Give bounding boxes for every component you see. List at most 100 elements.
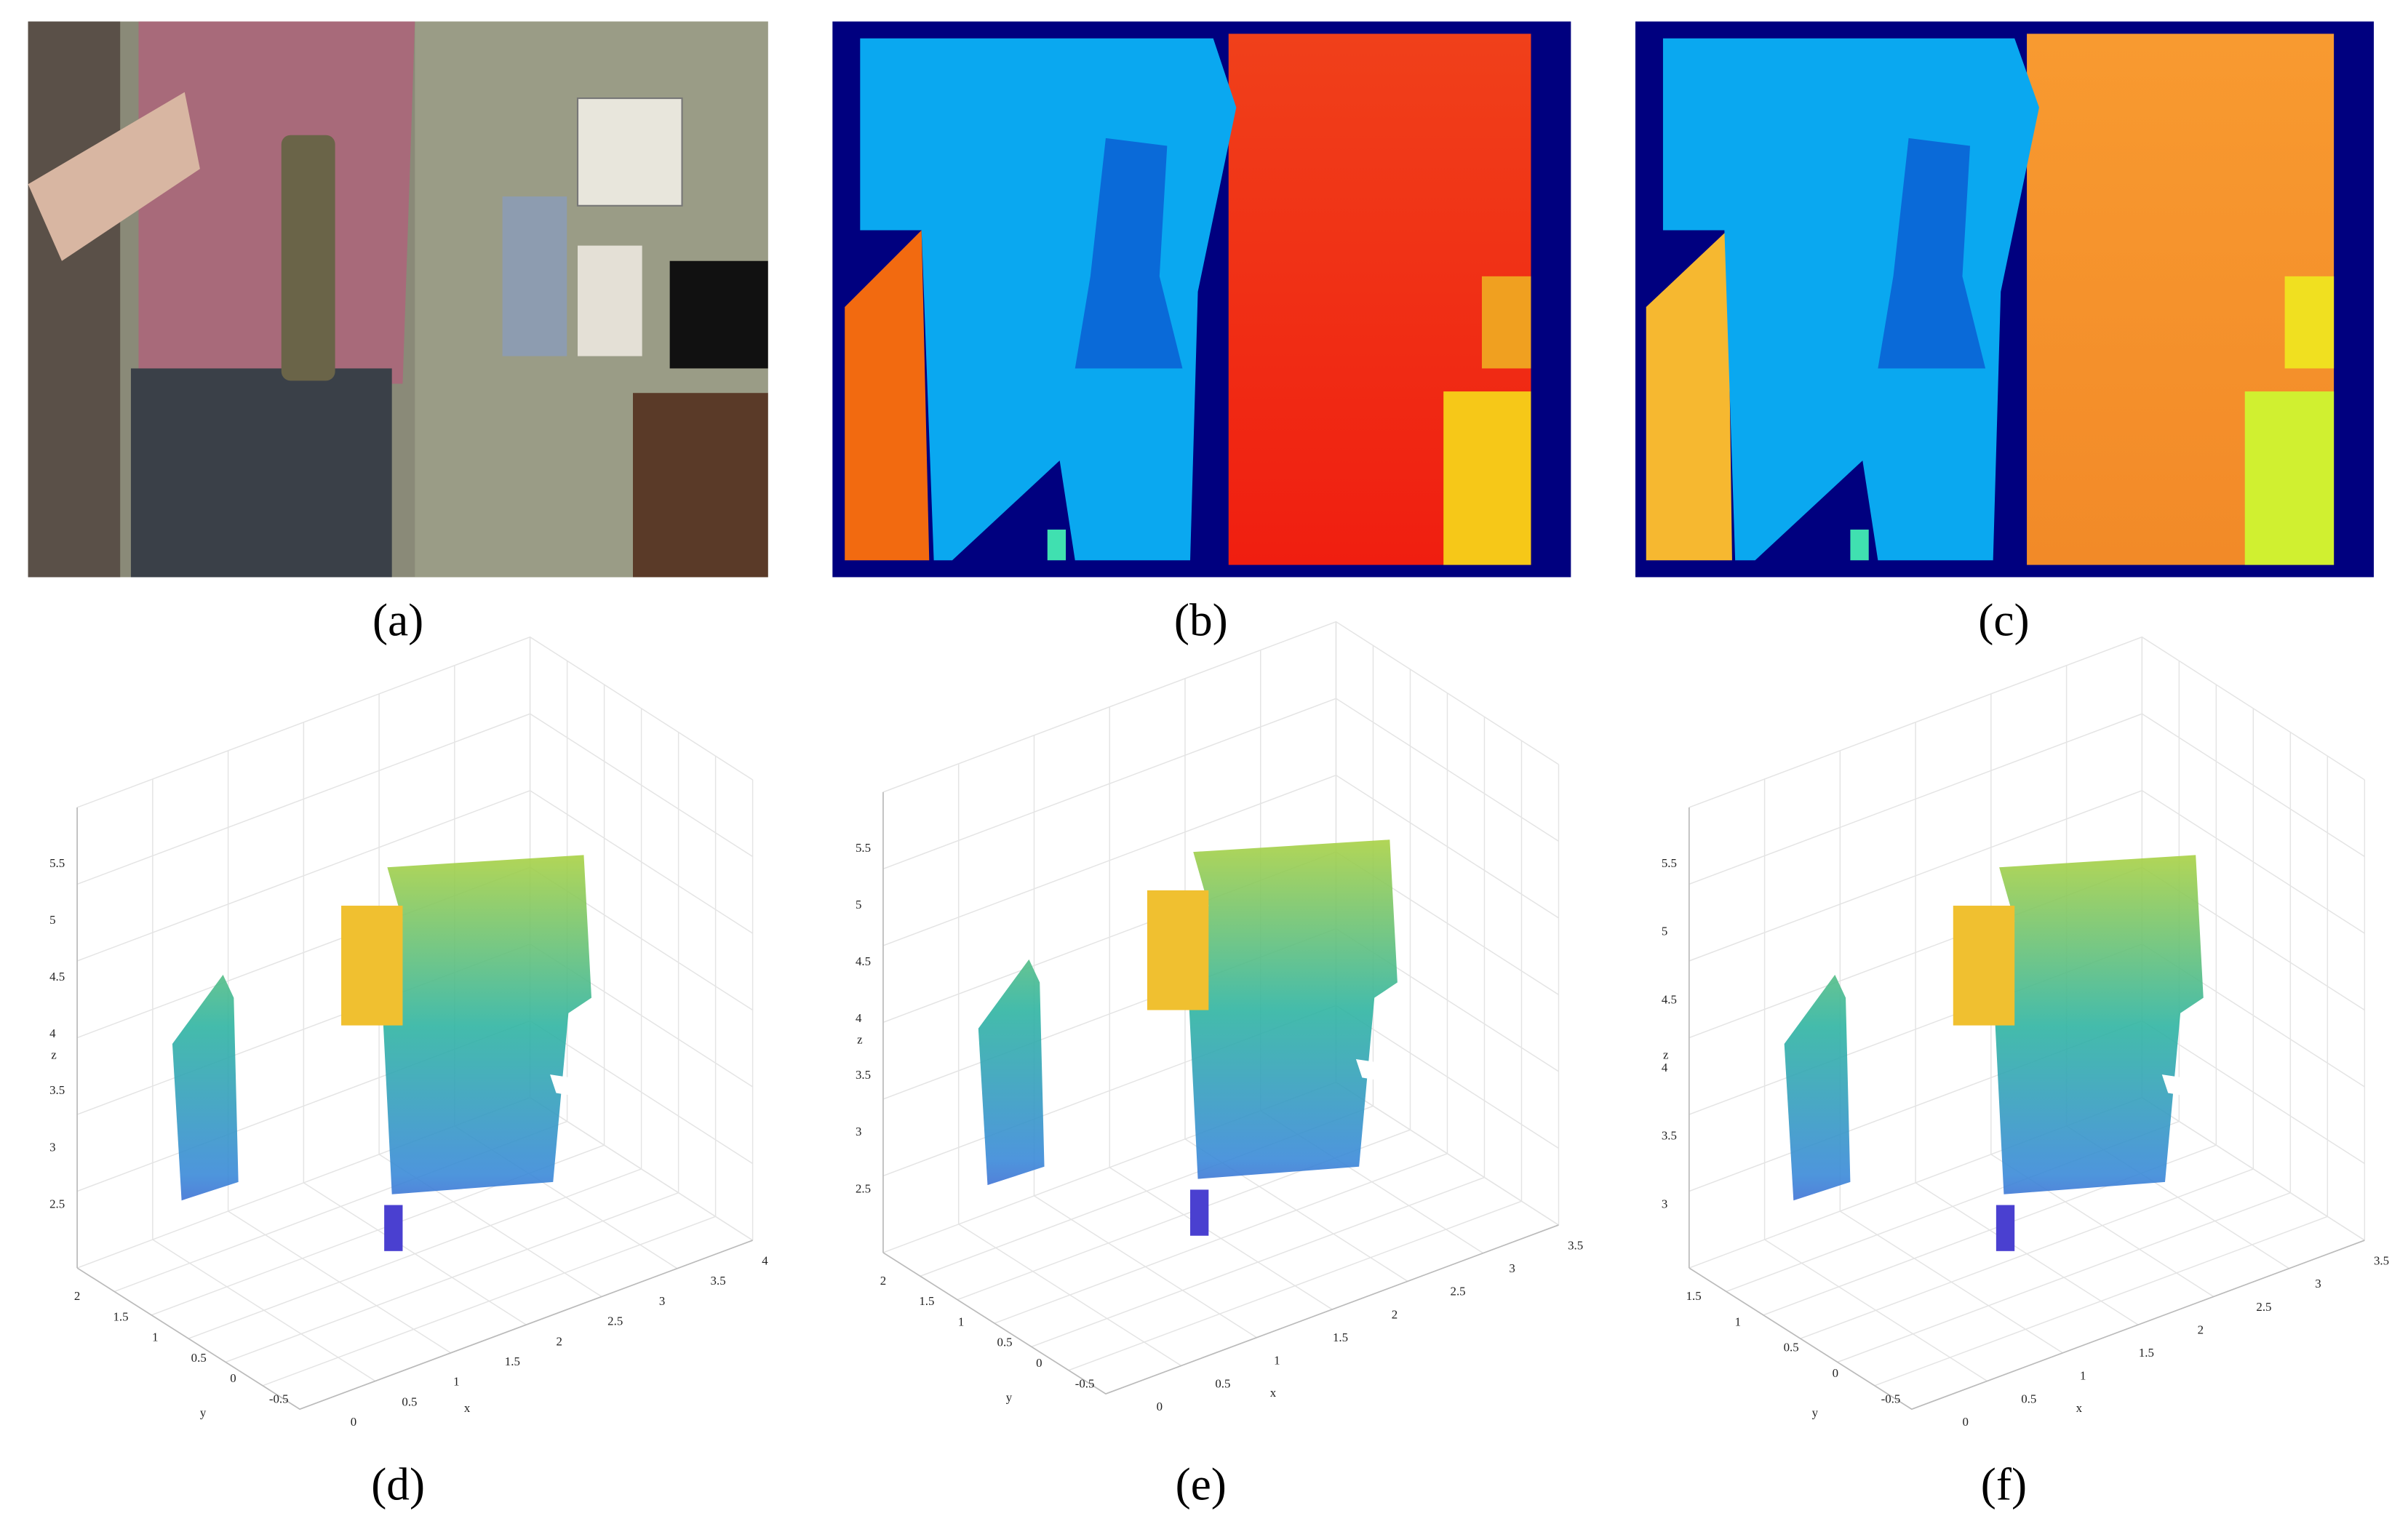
y-tick-label: 2 <box>880 1274 886 1288</box>
point-cloud-plot: 3 3.5 4 4.5 5 5.5 1.5 1 0.5 0 -0.5 0 0.5 1 1.5 2 2.5 3 3.5… <box>1662 636 2389 1429</box>
z-tick-label: 3 <box>49 1140 55 1154</box>
panel-label: (e) <box>1176 1459 1227 1509</box>
z-tick-label: 4.5 <box>856 954 871 968</box>
y-tick-label: 1.5 <box>1686 1289 1702 1303</box>
x-tick-label: 3 <box>1509 1261 1515 1275</box>
x-tick-label: 2.5 <box>1451 1285 1466 1298</box>
panel-label: (d) <box>371 1459 425 1509</box>
y-tick-label: 0 <box>1833 1366 1838 1380</box>
x-tick-label: 0.5 <box>2021 1392 2036 1405</box>
point-cloud <box>341 906 403 1026</box>
z-tick-label: 4 <box>49 1026 56 1040</box>
point-cloud <box>1355 1059 1408 1082</box>
point-cloud <box>384 1205 403 1251</box>
point-cloud-plot: 2.5 3 3.5 4 4.5 5 5.5 2 1.5 1 0.5 0 -0.5 0 0.5 1 1.5 2 2.5… <box>856 621 1583 1413</box>
point-cloud <box>1187 839 1398 1179</box>
point-cloud <box>1784 974 1851 1201</box>
x-tick-label: 2 <box>1392 1307 1398 1321</box>
y-tick-label: 1.5 <box>919 1294 934 1308</box>
point-cloud <box>1996 1205 2015 1251</box>
point-cloud <box>1993 855 2204 1194</box>
z-axis-label: z <box>1663 1048 1669 1062</box>
y-axis-label: y <box>1006 1390 1013 1404</box>
z-tick-label: 3.5 <box>49 1083 65 1097</box>
x-tick-label: 1 <box>2080 1369 2086 1383</box>
x-tick-label: 3.5 <box>1568 1238 1583 1252</box>
x-tick-label: 3.5 <box>711 1274 726 1288</box>
y-tick-label: -0.5 <box>269 1392 289 1405</box>
panel-label: (b) <box>1174 594 1228 645</box>
x-tick-label: 3 <box>659 1294 665 1308</box>
x-tick-label: 3 <box>2315 1277 2321 1290</box>
z-tick-label: 3.5 <box>856 1068 871 1082</box>
z-tick-label: 3.5 <box>1662 1129 1677 1143</box>
z-tick-label: 3 <box>856 1125 861 1138</box>
point-cloud-plot: 2.5 3 3.5 4 4.5 5 5.5 2 1.5 1 0.5 0 -0.5 0 0.5 1 1.5 2 2.5… <box>49 636 768 1429</box>
axis-box <box>1688 807 2365 1411</box>
z-tick-label: 4 <box>856 1011 862 1025</box>
x-tick-label: 1 <box>1274 1354 1280 1368</box>
y-tick-label: -0.5 <box>1881 1392 1901 1405</box>
x-tick-label: 1.5 <box>505 1355 520 1368</box>
point-cloud <box>2161 1074 2214 1098</box>
x-tick-label: 2.5 <box>2256 1300 2271 1314</box>
axis-box <box>882 791 1559 1395</box>
z-tick-label: 5.5 <box>1662 856 1677 870</box>
x-tick-label: 1 <box>453 1375 459 1389</box>
z-axis-label: z <box>51 1048 57 1062</box>
x-tick-label: 2 <box>556 1334 562 1348</box>
x-tick-label: 3.5 <box>2374 1253 2389 1267</box>
y-axis-label: y <box>200 1405 207 1419</box>
y-tick-label: 0.5 <box>1784 1341 1799 1355</box>
y-tick-label: 1 <box>152 1330 158 1344</box>
z-tick-label: 5.5 <box>856 841 871 855</box>
depth-map <box>1635 21 2374 578</box>
y-axis-label: y <box>1812 1405 1819 1419</box>
z-tick-label: 5 <box>49 913 55 927</box>
z-tick-label: 3 <box>1662 1197 1667 1210</box>
z-tick-label: 2.5 <box>856 1181 871 1195</box>
x-tick-label: 1.5 <box>2139 1346 2154 1360</box>
z-tick-label: 2.5 <box>49 1197 65 1210</box>
z-tick-label: 4 <box>1662 1061 1668 1074</box>
point-cloud <box>1147 890 1209 1010</box>
panel-label: (f) <box>1981 1459 2027 1509</box>
y-tick-label: 0 <box>230 1371 236 1385</box>
x-tick-label: 0 <box>1962 1415 1968 1429</box>
grid-line <box>1689 708 2365 1339</box>
panel-label: (a) <box>372 594 423 645</box>
z-axis-label: z <box>857 1033 863 1047</box>
x-tick-label: 0.5 <box>402 1395 417 1408</box>
z-tick-label: 5 <box>1662 925 1667 938</box>
point-cloud <box>380 855 592 1194</box>
z-tick-label: 4.5 <box>1662 992 1677 1006</box>
x-tick-label: 0 <box>1157 1400 1163 1413</box>
x-axis-label: x <box>464 1401 471 1415</box>
z-tick-label: 5.5 <box>49 856 65 870</box>
y-tick-label: 0 <box>1036 1356 1042 1370</box>
point-cloud <box>1953 906 2015 1026</box>
x-tick-label: 2.5 <box>607 1314 623 1328</box>
x-tick-label: 0 <box>351 1415 356 1429</box>
x-tick-label: 0.5 <box>1215 1376 1230 1390</box>
point-cloud <box>1190 1189 1209 1236</box>
z-tick-label: 5 <box>856 898 861 911</box>
z-tick-label: 4.5 <box>49 970 65 984</box>
y-tick-label: 0.5 <box>997 1336 1013 1349</box>
photo <box>28 21 768 578</box>
y-tick-label: 1 <box>958 1314 964 1328</box>
axis-box <box>76 807 753 1411</box>
y-tick-label: 1 <box>1735 1314 1741 1328</box>
x-axis-label: x <box>2076 1401 2083 1415</box>
x-tick-label: 1.5 <box>1333 1330 1348 1344</box>
point-cloud <box>172 974 239 1201</box>
y-tick-label: 2 <box>74 1289 80 1303</box>
y-tick-label: 1.5 <box>113 1309 128 1323</box>
y-tick-label: -0.5 <box>1075 1376 1095 1390</box>
x-axis-label: x <box>1270 1386 1277 1400</box>
point-cloud <box>978 959 1045 1186</box>
grid-line <box>882 693 1559 1324</box>
point-cloud <box>550 1074 602 1098</box>
